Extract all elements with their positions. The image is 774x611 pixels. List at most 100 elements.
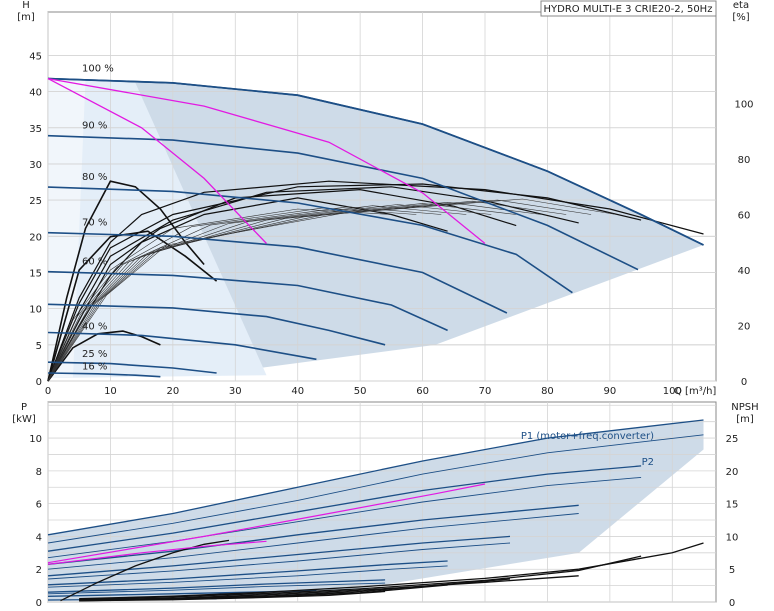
npsh-curve bbox=[60, 539, 230, 602]
y-tick-label: 20 bbox=[29, 232, 42, 243]
npsh-tick-label: 20 bbox=[726, 467, 739, 478]
p1-curve bbox=[47, 504, 579, 565]
p1-series-label: P1 (motor+freq.converter) bbox=[521, 431, 654, 442]
efficiency-curve bbox=[47, 186, 579, 382]
y-tick-label: 0 bbox=[36, 377, 42, 388]
system-curve bbox=[47, 77, 486, 245]
y-tick-label: 45 bbox=[29, 51, 42, 62]
p2-series-label: P2 bbox=[642, 457, 654, 468]
efficiency-curve bbox=[47, 198, 617, 382]
npsh-curve bbox=[79, 578, 511, 601]
x-tick-label: 100 bbox=[663, 386, 682, 397]
speed-label: 70 % bbox=[82, 217, 107, 228]
eta-axis-label: eta bbox=[733, 0, 749, 11]
npsh-axis-label: NPSH bbox=[731, 402, 758, 413]
npsh-curve bbox=[79, 542, 704, 600]
p2-curve bbox=[47, 565, 448, 588]
p-tick-label: 6 bbox=[36, 500, 42, 511]
x-tick-label: 80 bbox=[541, 386, 554, 397]
speed-curve bbox=[47, 270, 448, 332]
p-axis-unit: [kW] bbox=[12, 414, 36, 425]
efficiency-curve bbox=[47, 330, 161, 382]
y-tick-label: 30 bbox=[29, 160, 42, 171]
x-tick-label: 20 bbox=[166, 386, 179, 397]
speed-label: 100 % bbox=[82, 63, 114, 74]
y-tick-label: 10 bbox=[29, 305, 42, 316]
p-tick-label: 4 bbox=[36, 532, 42, 543]
eta-tick-label: 0 bbox=[741, 377, 747, 388]
p-tick-label: 2 bbox=[36, 565, 42, 576]
efficiency-curve bbox=[47, 207, 417, 382]
speed-label: 16 % bbox=[82, 361, 107, 372]
y-tick-label: 35 bbox=[29, 124, 42, 135]
system-power-curve bbox=[47, 540, 267, 565]
p1-curve bbox=[47, 579, 386, 593]
p1-curve bbox=[47, 419, 704, 536]
speed-label: 60 % bbox=[82, 257, 107, 268]
p-tick-label: 10 bbox=[29, 434, 42, 445]
p2-curve bbox=[47, 582, 386, 595]
eta-tick-label: 20 bbox=[738, 322, 751, 333]
eta-axis-unit: [%] bbox=[732, 12, 749, 23]
system-curve bbox=[47, 78, 267, 244]
x-tick-label: 70 bbox=[479, 386, 492, 397]
eta-tick-label: 80 bbox=[738, 155, 751, 166]
x-axis-label: Q [m³/h] bbox=[674, 386, 716, 397]
npsh-tick-label: 10 bbox=[726, 532, 739, 543]
speed-label: 80 % bbox=[82, 172, 107, 183]
p-tick-label: 8 bbox=[36, 467, 42, 478]
npsh-tick-label: 0 bbox=[729, 598, 735, 609]
p-axis-label: P bbox=[21, 402, 27, 413]
y-tick-label: 40 bbox=[29, 88, 42, 99]
x-tick-label: 50 bbox=[354, 386, 367, 397]
power-npsh-panel: 0 2 4 6 8 10 0 5 10 15 20 25 P[kW] NPSH[m] P1 (motor+f… bbox=[12, 401, 759, 609]
speed-curve bbox=[47, 231, 508, 314]
y-tick-label: 15 bbox=[29, 268, 42, 279]
partial-load-zone bbox=[48, 78, 267, 379]
y-axis-unit: [m] bbox=[17, 12, 35, 23]
npsh-curve bbox=[79, 590, 386, 602]
speed-label: 25 % bbox=[82, 349, 107, 360]
speed-label: 90 % bbox=[82, 120, 107, 131]
power-envelope bbox=[48, 420, 704, 602]
chart-title: HYDRO MULTI-E 3 CRIE20-2, 50Hz bbox=[544, 4, 713, 15]
p1-curve bbox=[47, 560, 448, 586]
head-efficiency-panel: 100 % 90 % 80 % 70 % 60 % 40 % 25 %16 % 0 10 20 30… bbox=[17, 0, 753, 397]
p1-curve bbox=[47, 465, 642, 552]
system-power-curve bbox=[47, 483, 486, 564]
speed-curve bbox=[47, 361, 217, 374]
eta-tick-label: 100 bbox=[734, 100, 753, 111]
x-tick-label: 10 bbox=[104, 386, 117, 397]
x-tick-label: 60 bbox=[416, 386, 429, 397]
speed-curve bbox=[47, 186, 573, 294]
speed-curve bbox=[47, 331, 317, 361]
efficiency-curve bbox=[47, 183, 642, 382]
eta-tick-label: 60 bbox=[738, 211, 751, 222]
x-tick-label: 0 bbox=[45, 386, 51, 397]
title-box bbox=[540, 0, 717, 17]
efficiency-curve bbox=[47, 208, 392, 382]
max-speed-curve bbox=[47, 77, 704, 246]
y-tick-label: 5 bbox=[36, 341, 42, 352]
npsh-tick-label: 25 bbox=[726, 434, 739, 445]
npsh-tick-label: 15 bbox=[726, 500, 739, 511]
x-tick-label: 30 bbox=[229, 386, 242, 397]
x-tick-label: 90 bbox=[604, 386, 617, 397]
p2-curve bbox=[47, 513, 579, 570]
speed-label: 40 % bbox=[82, 322, 107, 333]
efficiency-curve bbox=[47, 230, 218, 382]
speed-curve bbox=[47, 372, 161, 378]
y-axis-label: H bbox=[22, 0, 30, 11]
p2-curve bbox=[47, 476, 642, 559]
p2-curve bbox=[47, 434, 704, 544]
low-flow-zone bbox=[48, 78, 86, 379]
y-tick-label: 25 bbox=[29, 196, 42, 207]
speed-curve bbox=[47, 303, 386, 346]
p2-curve bbox=[47, 542, 511, 580]
eta-tick-label: 40 bbox=[738, 266, 751, 277]
npsh-curve bbox=[79, 555, 642, 601]
x-tick-label: 40 bbox=[291, 386, 304, 397]
npsh-axis-unit: [m] bbox=[736, 414, 754, 425]
npsh-tick-label: 5 bbox=[729, 565, 735, 576]
